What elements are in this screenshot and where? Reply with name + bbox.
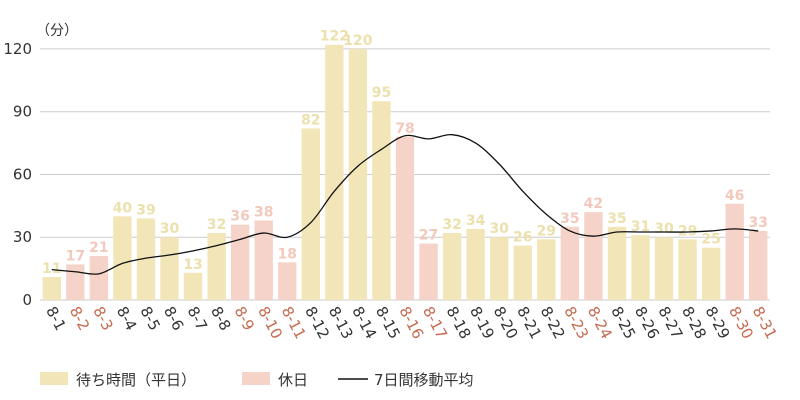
bar-8-11 <box>278 262 297 300</box>
data-label-8-29: 25 <box>701 232 720 248</box>
bar-8-26 <box>631 235 650 300</box>
x-tick-label-8-5: 8-5 <box>136 303 163 333</box>
x-tick-label-8-1: 8-1 <box>42 303 69 333</box>
x-axis-ticks: 8-18-28-38-48-58-68-78-88-98-108-118-128… <box>42 303 780 342</box>
data-label-8-12: 82 <box>301 112 320 128</box>
x-tick-label-8-6: 8-6 <box>160 303 187 333</box>
data-label-8-13: 122 <box>320 29 349 45</box>
bar-8-15 <box>372 101 391 300</box>
bar-8-2 <box>66 264 85 300</box>
data-label-8-14: 120 <box>343 33 372 49</box>
bar-8-18 <box>442 233 462 300</box>
y-tick-label: 0 <box>22 291 32 309</box>
data-label-8-25: 35 <box>607 211 626 227</box>
bar-8-19 <box>466 228 485 300</box>
data-label-8-31: 33 <box>748 215 767 231</box>
data-label-8-7: 13 <box>183 257 202 273</box>
data-label-8-22: 29 <box>537 223 556 239</box>
bar-8-29 <box>701 247 721 300</box>
legend: 待ち時間（平日） 休日 7日間移動平均 <box>40 371 474 389</box>
x-tick-label-8-3: 8-3 <box>89 303 116 333</box>
data-label-8-15: 95 <box>372 85 391 101</box>
data-label-8-2: 17 <box>66 248 85 264</box>
data-label-8-26: 31 <box>631 219 650 235</box>
bar-8-13 <box>325 44 344 300</box>
x-tick-label-8-8: 8-8 <box>207 303 234 333</box>
x-tick-label-8-31: 8-31 <box>749 303 781 342</box>
bar-8-20 <box>490 237 509 300</box>
bar-8-5 <box>136 218 156 300</box>
y-tick-label: 60 <box>13 165 32 183</box>
data-label-8-4: 40 <box>113 200 133 216</box>
legend-label-holiday: 休日 <box>278 371 308 389</box>
y-axis-ticks: 0 30 60 90 120 <box>3 40 32 309</box>
bar-8-21 <box>513 245 532 300</box>
x-tick-label-8-7: 8-7 <box>184 303 211 333</box>
bar-8-27 <box>654 237 674 300</box>
data-label-8-20: 30 <box>489 221 509 237</box>
bar-8-6 <box>160 237 179 300</box>
x-tick-label-8-2: 8-2 <box>66 303 93 333</box>
data-label-8-5: 39 <box>136 202 155 218</box>
y-tick-label: 90 <box>13 103 32 121</box>
y-unit-label: （分） <box>36 23 78 39</box>
data-label-8-1: 11 <box>42 261 61 277</box>
bar-8-4 <box>113 216 132 300</box>
data-label-8-19: 34 <box>466 213 486 229</box>
legend-label-moving-average: 7日間移動平均 <box>374 371 474 389</box>
bar-8-9 <box>230 224 250 300</box>
data-label-8-3: 21 <box>89 240 108 256</box>
data-label-8-28: 29 <box>678 223 697 239</box>
x-tick-label-8-4: 8-4 <box>113 303 140 333</box>
bar-8-1 <box>42 276 61 300</box>
data-label-8-9: 36 <box>230 209 249 225</box>
data-label-8-17: 27 <box>419 228 438 244</box>
data-label-8-16: 78 <box>395 121 414 137</box>
data-label-8-23: 35 <box>560 211 579 227</box>
data-label-8-24: 42 <box>584 196 603 212</box>
bar-8-10 <box>254 220 273 300</box>
bars <box>42 44 768 300</box>
bar-8-28 <box>678 239 697 300</box>
bar-8-3 <box>89 256 109 300</box>
data-label-8-27: 30 <box>654 221 674 237</box>
legend-swatch-holiday <box>242 372 270 385</box>
bar-8-17 <box>419 243 438 300</box>
data-label-8-10: 38 <box>254 204 273 220</box>
bar-8-22 <box>537 239 556 300</box>
data-label-8-21: 26 <box>513 230 532 246</box>
data-label-8-11: 18 <box>278 246 297 262</box>
bar-8-24 <box>584 212 603 300</box>
moving-average-line <box>51 134 759 275</box>
data-label-8-30: 46 <box>725 188 744 204</box>
data-label-8-18: 32 <box>442 217 461 233</box>
legend-label-weekday: 待ち時間（平日） <box>76 371 196 389</box>
bar-8-12 <box>301 128 320 300</box>
data-label-8-6: 30 <box>160 221 180 237</box>
legend-swatch-weekday <box>40 372 68 385</box>
bar-8-25 <box>607 226 627 300</box>
data-label-8-8: 32 <box>207 217 226 233</box>
y-tick-label: 120 <box>3 40 32 58</box>
bar-8-30 <box>725 203 744 300</box>
bar-8-14 <box>348 48 368 300</box>
y-tick-label: 30 <box>13 228 32 246</box>
bar-8-8 <box>207 233 226 300</box>
bar-8-23 <box>560 226 580 300</box>
bar-8-31 <box>749 230 768 300</box>
x-tick-label-8-9: 8-9 <box>231 303 258 333</box>
moving-average-path <box>51 134 759 275</box>
bar-8-7 <box>183 272 203 300</box>
bar-8-16 <box>395 136 415 300</box>
